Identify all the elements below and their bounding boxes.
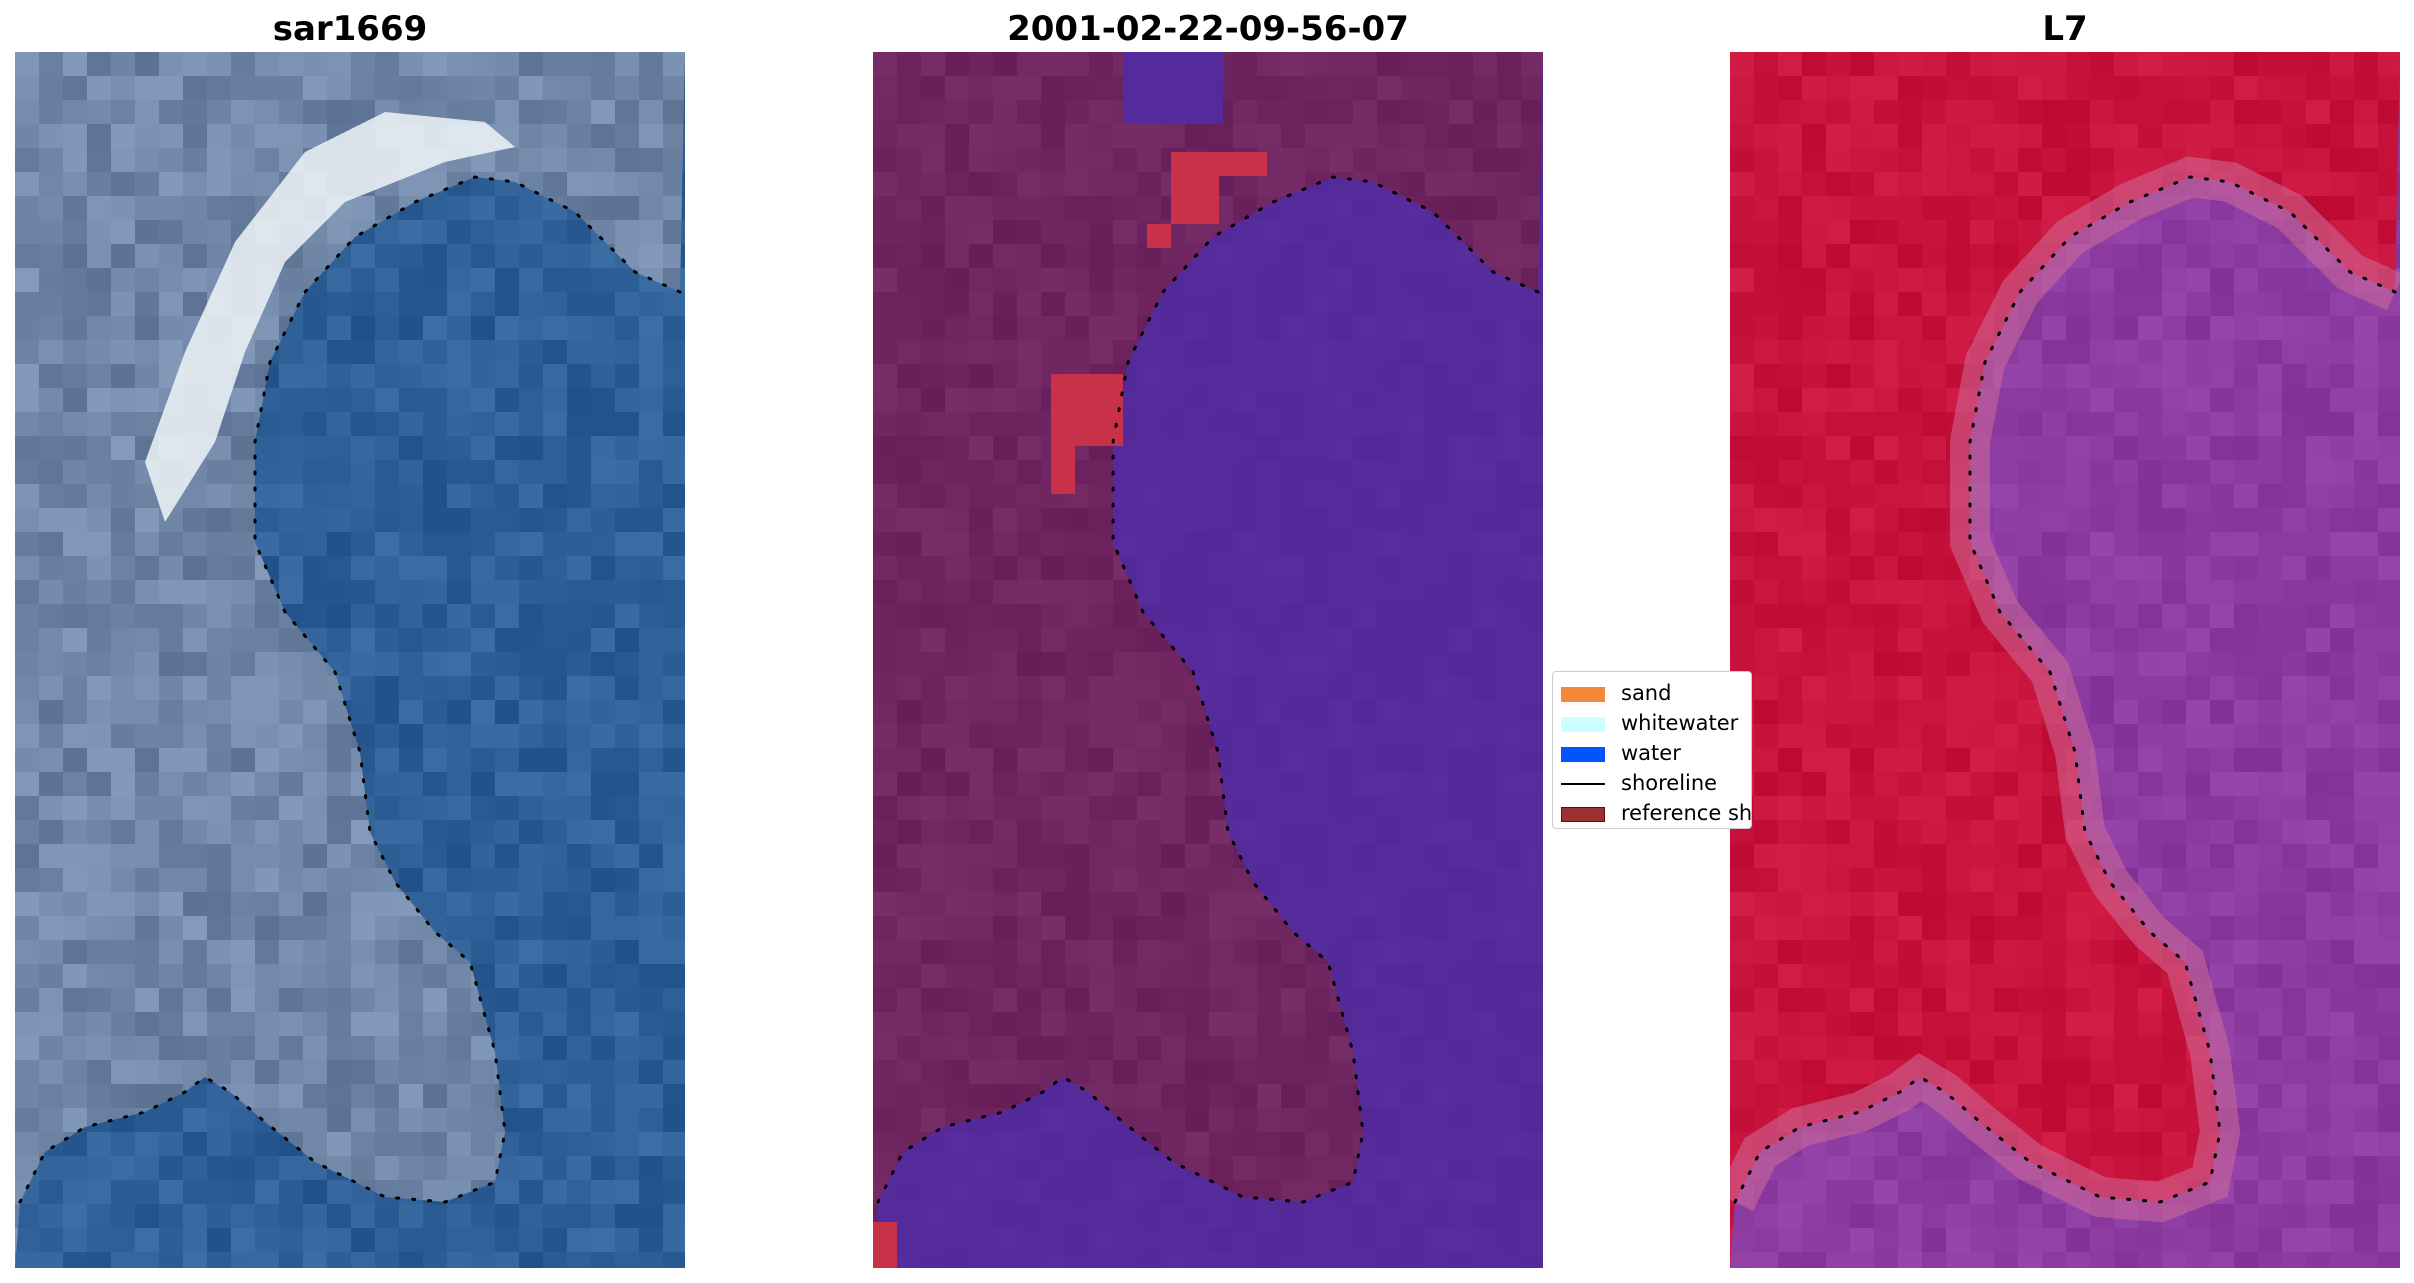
legend-swatch-reference-buffer [1561,807,1605,822]
legend-label-whitewater: whitewater [1621,711,1739,735]
mndwi-image-panel [1730,52,2400,1268]
rgb-image-panel [15,52,685,1268]
legend-label-water: water [1621,741,1681,765]
shoreline-line [1733,175,2397,1204]
classified-image [873,52,1543,1268]
legend-swatch-sand [1561,687,1605,702]
panel-title-mndwi: L7 [2042,9,2088,49]
legend-swatch-whitewater [1561,717,1605,732]
legend-item-reference-buffer: reference shoreline buffer [1561,798,1752,828]
legend-item-sand: sand [1561,678,1751,708]
legend-label-reference-buffer: reference shoreline buffer [1621,801,1752,825]
legend-item-whitewater: whitewater [1561,708,1751,738]
surf-zone [145,112,515,522]
mndwi-image [1730,52,2400,1268]
panel-title-rgb: sar1669 [272,9,428,49]
sand-pixels [873,152,1267,1268]
shoreline-line [876,175,1540,1204]
legend: sand whitewater water shoreline referenc… [1552,671,1752,829]
water-inlet [1123,52,1223,124]
legend-item-water: water [1561,738,1751,768]
legend-label-shoreline: shoreline [1621,771,1718,795]
legend-item-shoreline: shoreline [1561,768,1751,798]
panel-title-classified: 2001-02-22-09-56-07 [1007,9,1409,49]
legend-swatch-shoreline [1561,783,1605,785]
classified-image-panel [873,52,1543,1268]
legend-swatch-water [1561,747,1605,762]
rgb-image [15,52,685,1268]
shoreline-line [18,175,682,1204]
legend-label-sand: sand [1621,681,1672,705]
